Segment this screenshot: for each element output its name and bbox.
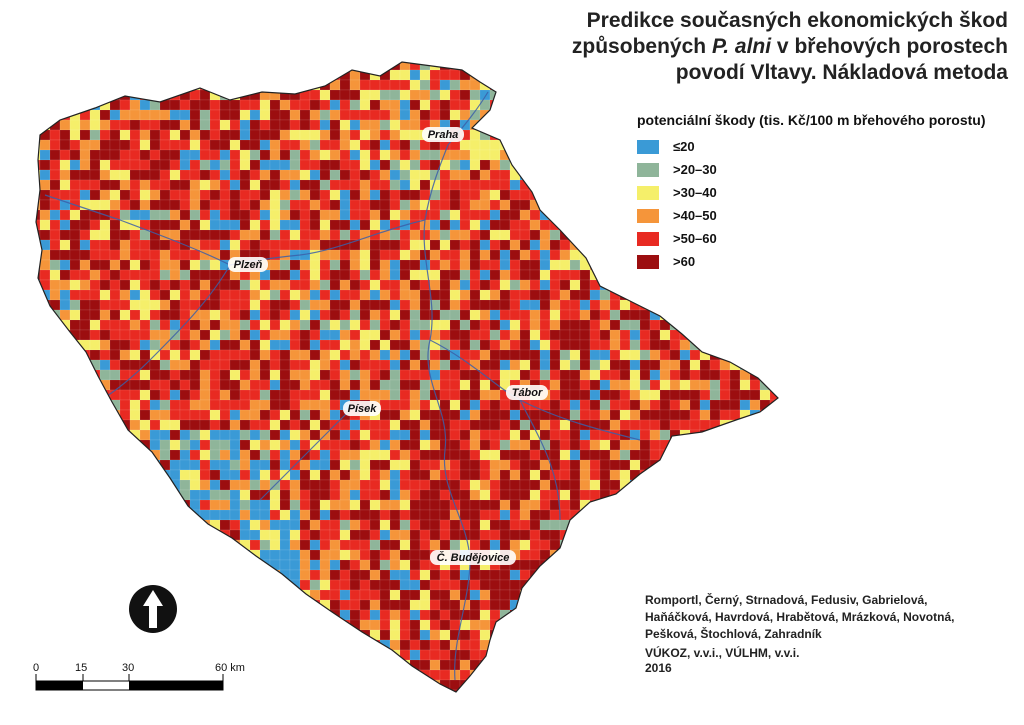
city-plzen: Plzeň [228,257,268,272]
legend-item: >20–30 [637,158,717,181]
city-praha: Praha [422,127,464,142]
basin-outline [35,61,779,693]
authors-line-1: Romportl, Černý, Strnadová, Fedusiv, Gab… [645,593,928,607]
scale-label-15: 15 [75,662,88,674]
legend-item: >40–50 [637,204,717,227]
title-line-3: povodí Vltavy. Nákladová metoda [675,61,1008,84]
scale-label-60km: 60 km [215,662,245,674]
legend-item: ≤20 [637,135,717,158]
legend-swatch [637,162,659,177]
title-line-2: způsobených P. alni v břehových porostec… [571,35,1008,58]
legend-label: ≤20 [673,139,695,154]
scale-bar [35,674,224,691]
legend-label: >20–30 [673,162,717,177]
legend: ≤20 >20–30 >30–40 >40–50 >50–60 >60 [637,135,717,273]
legend-title: potenciální škody (tis. Kč/100 m břehové… [637,112,986,128]
legend-item: >50–60 [637,227,717,250]
legend-swatch [637,208,659,223]
authors: Romportl, Černý, Strnadová, Fedusiv, Gab… [645,592,985,643]
scale-label-30: 30 [122,662,135,674]
year: 2016 [645,661,672,675]
legend-swatch [637,139,659,154]
legend-label: >50–60 [673,231,717,246]
legend-item: >30–40 [637,181,717,204]
title-line-1: Predikce současných ekonomických škod [586,9,1008,32]
city-tabor: Tábor [506,385,548,400]
institution-block: VÚKOZ, v.v.i., VÚLHM, v.v.i. 2016 [645,646,799,676]
river-network [44,91,641,681]
legend-swatch [637,231,659,246]
city-ceske-budejovice: Č. Budějovice [430,550,516,565]
city-tabor-label: Tábor [512,387,543,399]
city-pisek-label: Písek [348,403,378,415]
legend-item: >60 [637,250,717,273]
institution: VÚKOZ, v.v.i., VÚLHM, v.v.i. [645,646,800,660]
legend-swatch [637,185,659,200]
scale-label-0: 0 [33,662,40,674]
city-plzen-label: Plzeň [234,259,263,271]
north-arrow-icon [129,585,177,633]
legend-label: >60 [673,254,696,269]
authors-line-3: Pešková, Štochlová, Zahradník [645,627,822,641]
city-pisek: Písek [343,401,381,416]
city-praha-label: Praha [428,129,459,141]
legend-swatch [637,254,659,269]
authors-line-2: Haňáčková, Havrdová, Hrabětová, Mrázková… [645,610,955,624]
legend-label: >40–50 [673,208,717,223]
map-title: Predikce současných ekonomických škod zp… [488,8,1008,86]
legend-label: >30–40 [673,185,717,200]
city-ceske-budejovice-label: Č. Budějovice [437,551,510,564]
